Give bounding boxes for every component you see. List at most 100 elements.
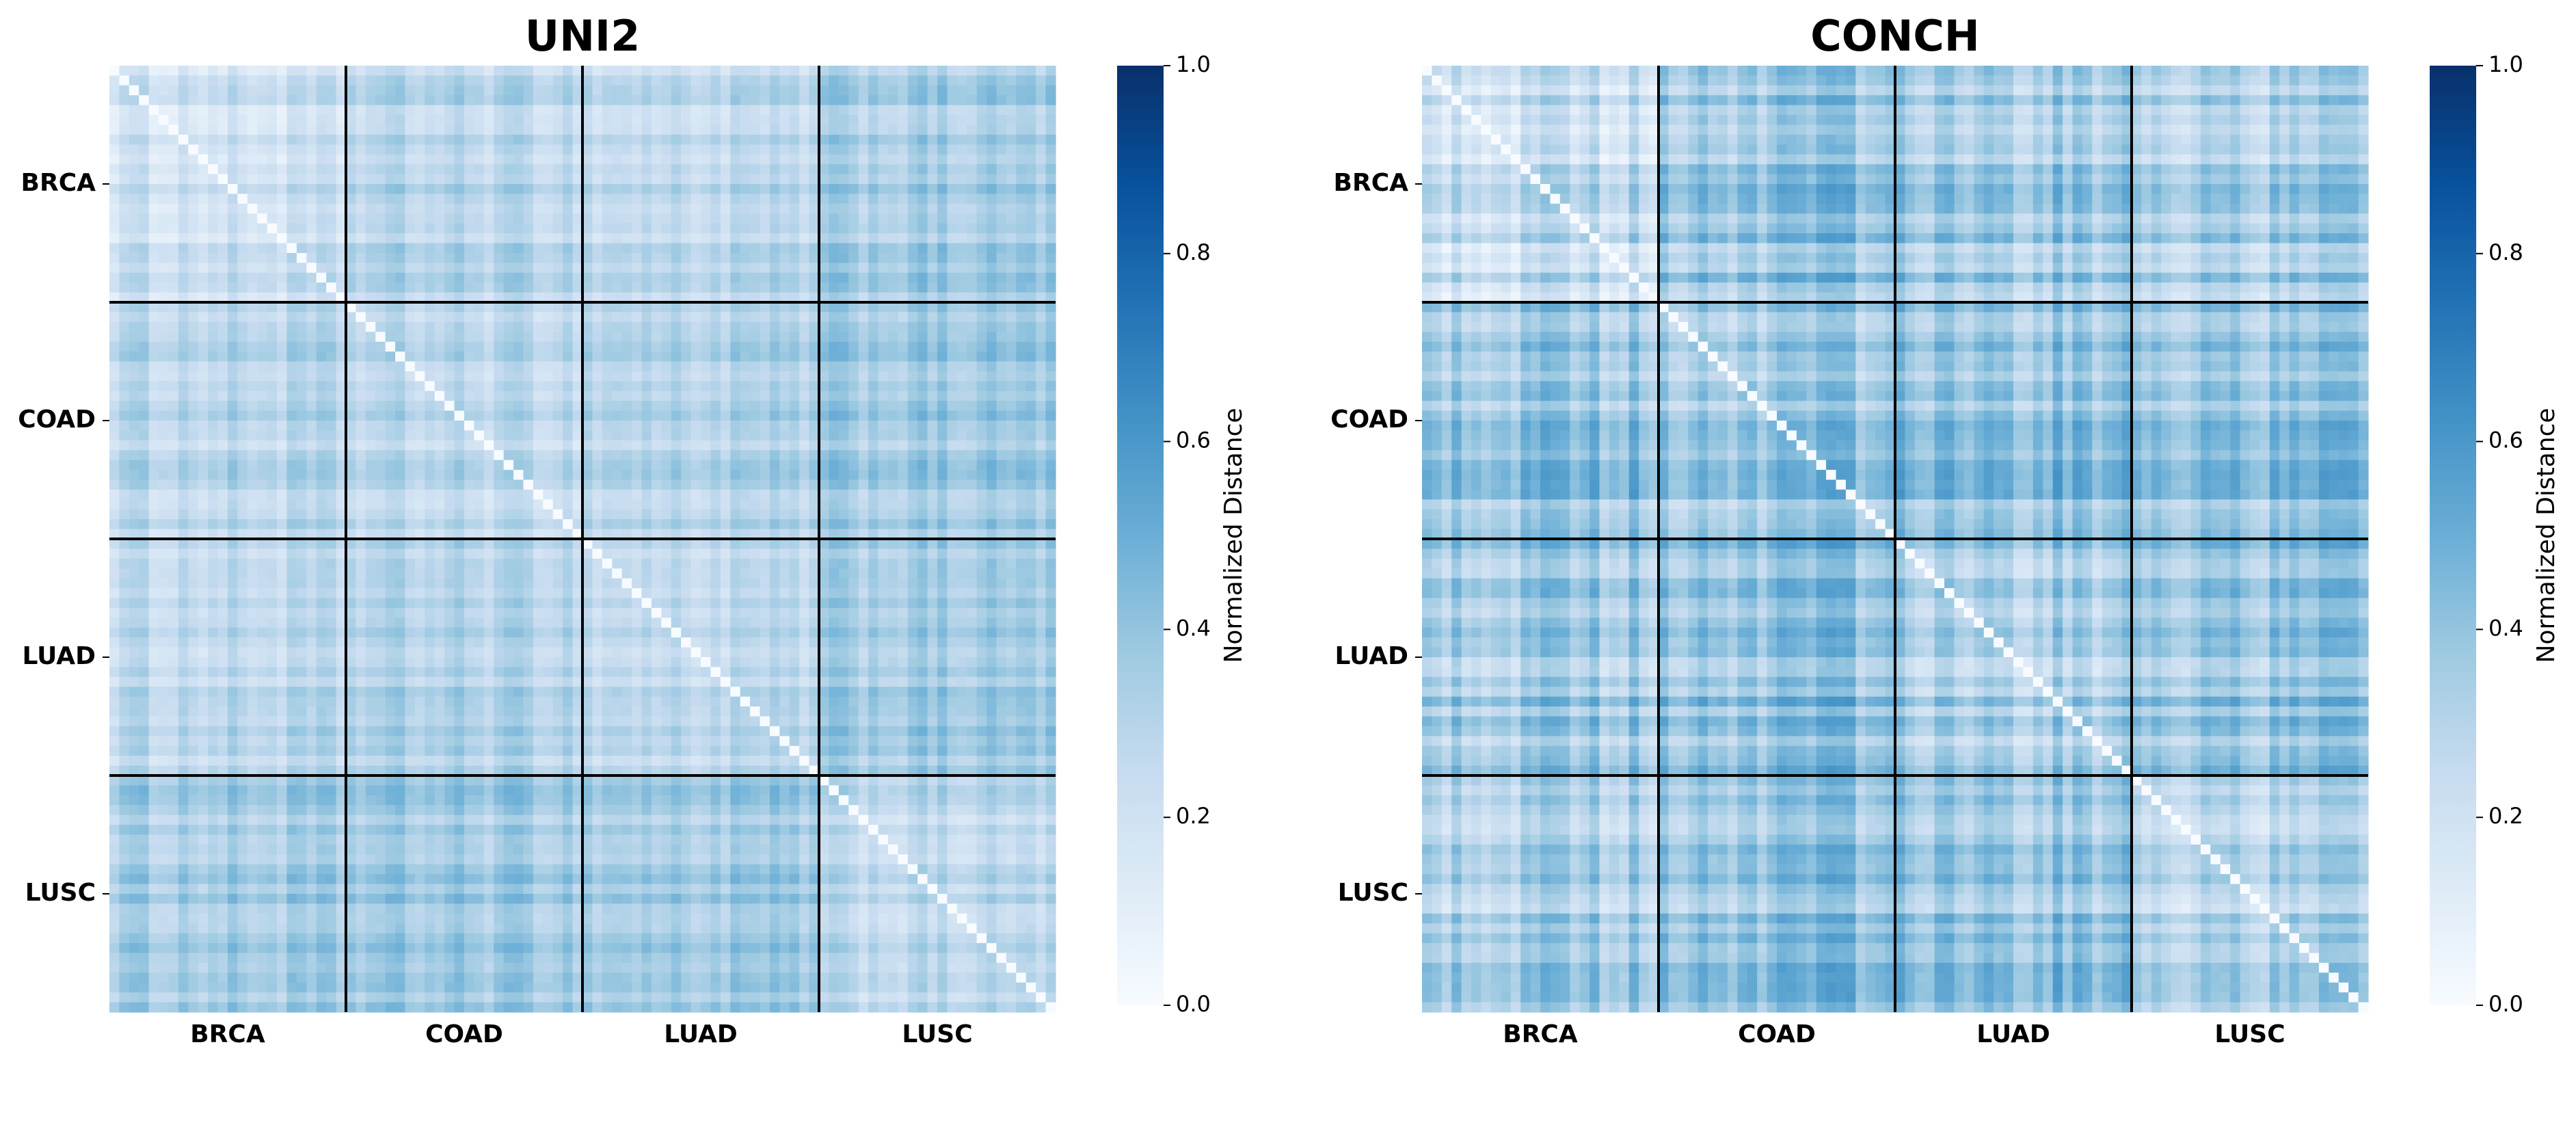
heatmap-cell	[257, 479, 268, 490]
heatmap-cell	[671, 115, 682, 126]
heatmap-cell	[533, 105, 544, 116]
heatmap-cell	[247, 154, 258, 165]
heatmap-cell	[937, 361, 948, 372]
heatmap-cell	[414, 134, 425, 145]
heatmap-cell	[247, 352, 258, 362]
heatmap-cell	[228, 115, 239, 126]
heatmap-cell	[976, 115, 987, 126]
heatmap-cell	[602, 75, 613, 86]
heatmap-cell	[296, 421, 307, 432]
heatmap-cell	[425, 302, 435, 313]
heatmap-cell	[148, 539, 159, 550]
heatmap-cell	[208, 75, 219, 86]
heatmap-cell	[1045, 213, 1056, 224]
heatmap-cell	[976, 252, 987, 263]
heatmap-cell	[651, 164, 662, 175]
heatmap-cell	[483, 272, 494, 283]
heatmap-cell	[730, 95, 741, 106]
heatmap-cell	[838, 440, 849, 451]
heatmap-cell	[237, 252, 248, 263]
heatmap-cell	[513, 519, 524, 530]
heatmap-cell	[838, 66, 849, 77]
heatmap-cell	[769, 489, 780, 500]
heatmap-cell	[740, 332, 751, 343]
heatmap-cell	[208, 134, 219, 145]
heatmap-cell	[710, 509, 721, 520]
heatmap-cell	[267, 243, 278, 254]
heatmap-cell	[612, 410, 623, 421]
heatmap-cell	[858, 499, 869, 510]
heatmap-cell	[641, 154, 652, 165]
heatmap-cell	[277, 252, 288, 263]
heatmap-cell	[414, 361, 425, 372]
heatmap-cell	[750, 213, 761, 224]
heatmap-cell	[976, 332, 987, 343]
heatmap-cell	[987, 272, 997, 283]
heatmap-cell	[612, 272, 623, 283]
heatmap-cell	[464, 233, 475, 244]
heatmap-cell	[355, 421, 366, 432]
heatmap-cell	[898, 282, 909, 293]
heatmap-cell	[907, 321, 918, 332]
heatmap-cell	[474, 421, 485, 432]
heatmap-cell	[878, 203, 889, 214]
heatmap-cell	[109, 134, 120, 145]
heatmap-cell	[769, 460, 780, 470]
heatmap-cell	[1016, 223, 1027, 234]
heatmap-cell	[690, 430, 701, 441]
heatmap-cell	[651, 519, 662, 530]
heatmap-cell	[208, 499, 219, 510]
heatmap-cell	[1006, 390, 1017, 401]
heatmap-cell	[217, 430, 228, 441]
heatmap-cell	[612, 352, 623, 362]
heatmap-cell	[641, 450, 652, 461]
heatmap-cell	[208, 302, 219, 313]
heatmap-cell	[385, 361, 396, 372]
heatmap-cell	[454, 252, 465, 263]
heatmap-cell	[976, 410, 987, 421]
heatmap-cell	[129, 263, 139, 274]
heatmap-cell	[621, 499, 632, 510]
heatmap-cell	[139, 470, 150, 481]
heatmap-cell	[267, 421, 278, 432]
heatmap-cell	[898, 85, 909, 96]
heatmap-cell	[878, 75, 889, 86]
heatmap-cell	[247, 390, 258, 401]
heatmap-cell	[346, 519, 357, 530]
heatmap-cell	[513, 539, 524, 550]
heatmap-cell	[286, 509, 297, 520]
heatmap-cell	[632, 519, 643, 530]
heatmap-cell	[799, 332, 810, 343]
heatmap-cell	[178, 548, 189, 559]
heatmap-cell	[917, 66, 928, 77]
heatmap-cell	[444, 450, 455, 461]
heatmap-cell	[306, 174, 317, 185]
heatmap-cell	[937, 66, 948, 77]
heatmap-cell	[454, 361, 465, 372]
heatmap-cell	[454, 371, 465, 382]
heatmap-cell	[503, 203, 514, 214]
heatmap-cell	[405, 430, 416, 441]
heatmap-cell	[159, 164, 170, 175]
heatmap-cell	[474, 489, 485, 500]
heatmap-cell	[710, 243, 721, 254]
heatmap-cell	[750, 282, 761, 293]
heatmap-cell	[947, 302, 958, 313]
heatmap-cell	[917, 371, 928, 382]
heatmap-cell	[779, 401, 790, 412]
heatmap-cell	[927, 302, 938, 313]
heatmap-cell	[286, 223, 297, 234]
heatmap-cell	[730, 66, 741, 77]
heatmap-cell	[326, 124, 337, 135]
heatmap-cell	[198, 401, 209, 412]
heatmap-cell	[1036, 361, 1047, 372]
heatmap-cell	[632, 85, 643, 96]
heatmap-cell	[720, 440, 731, 451]
heatmap-cell	[848, 134, 859, 145]
heatmap-cell	[681, 401, 692, 412]
heatmap-cell	[858, 421, 869, 432]
heatmap-cell	[316, 499, 327, 510]
heatmap-cell	[385, 450, 396, 461]
heatmap-cell	[750, 263, 761, 274]
heatmap-cell	[188, 164, 199, 175]
